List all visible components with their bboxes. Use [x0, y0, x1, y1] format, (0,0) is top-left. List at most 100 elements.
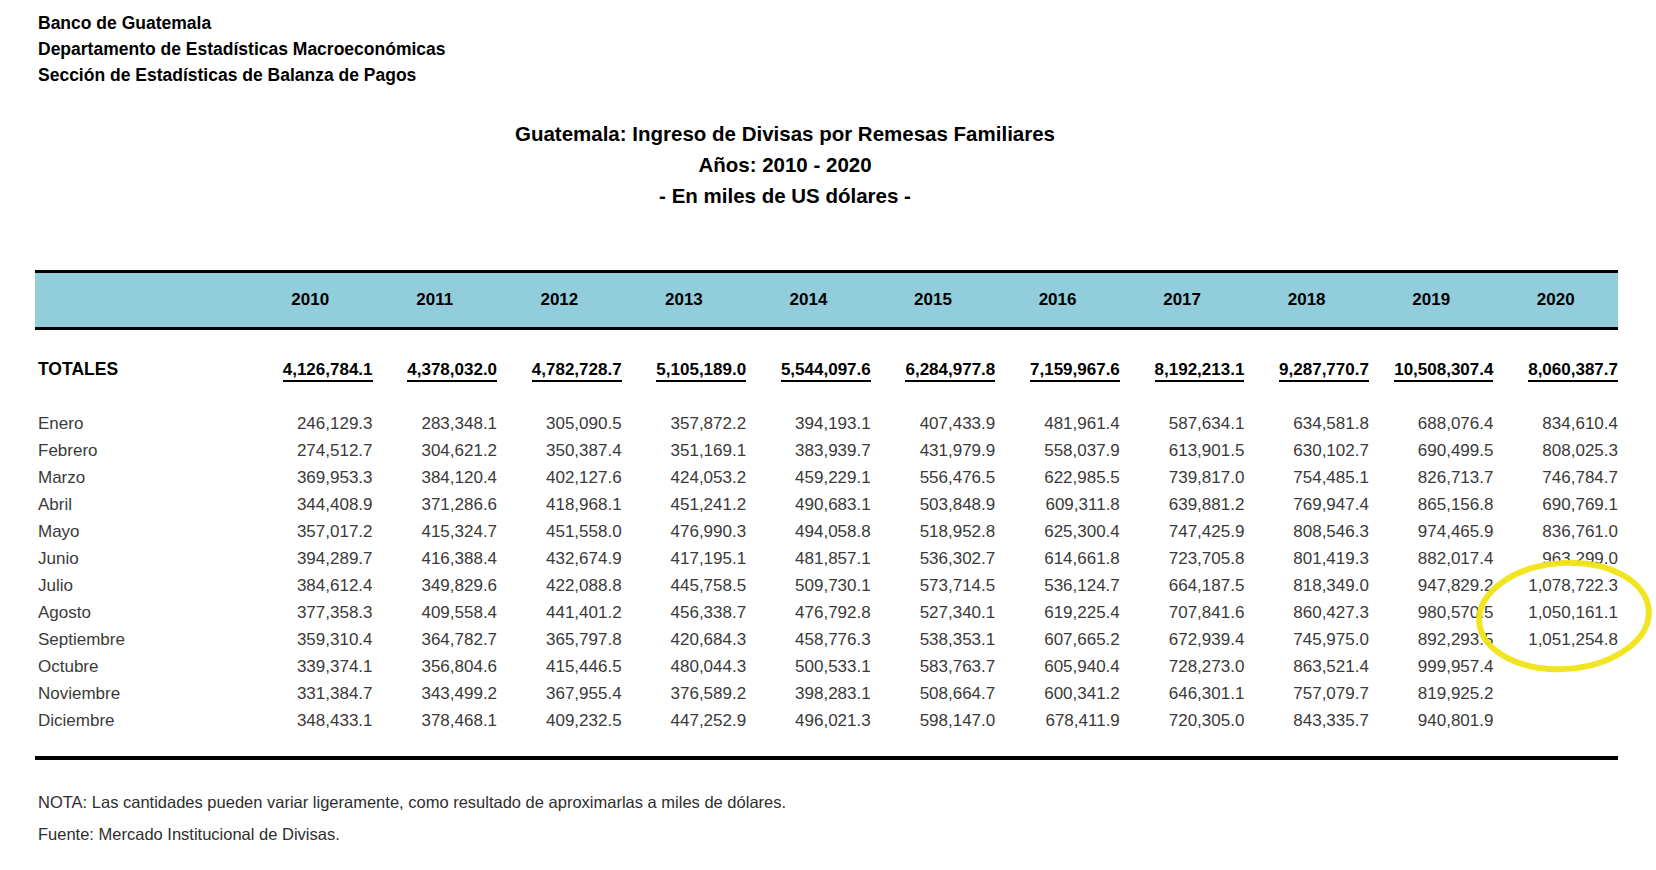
- month-value: 445,758.5: [622, 572, 747, 599]
- year-header: 2018: [1244, 290, 1369, 310]
- month-value: 609,311.8: [995, 491, 1120, 518]
- month-value: 371,286.6: [373, 491, 498, 518]
- totales-value: 8,192,213.1: [1120, 356, 1245, 383]
- month-value: 583,763.7: [871, 653, 996, 680]
- month-value: 843,335.7: [1244, 707, 1369, 734]
- table-row: Septiembre359,310.4364,782.7365,797.8420…: [35, 626, 1618, 653]
- title-line-units: - En miles de US dólares -: [0, 180, 1570, 211]
- month-value: 458,776.3: [746, 626, 871, 653]
- month-value: 451,558.0: [497, 518, 622, 545]
- month-value: 246,129.3: [248, 410, 373, 437]
- month-value: 963,299.0: [1493, 545, 1618, 572]
- table-row: Febrero274,512.7304,621.2350,387.4351,16…: [35, 437, 1618, 464]
- month-value: 607,665.2: [995, 626, 1120, 653]
- table-row: Abril344,408.9371,286.6418,968.1451,241.…: [35, 491, 1618, 518]
- month-value: 720,305.0: [1120, 707, 1245, 734]
- table-row: Octubre339,374.1356,804.6415,446.5480,04…: [35, 653, 1618, 680]
- month-value: 344,408.9: [248, 491, 373, 518]
- month-value: 558,037.9: [995, 437, 1120, 464]
- month-value: 882,017.4: [1369, 545, 1494, 572]
- totales-value-underlined: 8,060,387.7: [1528, 360, 1618, 382]
- table-row: Enero246,129.3283,348.1305,090.5357,872.…: [35, 410, 1618, 437]
- month-value: 417,195.1: [622, 545, 747, 572]
- month-value: 415,446.5: [497, 653, 622, 680]
- month-value: 402,127.6: [497, 464, 622, 491]
- totales-value: 4,378,032.0: [373, 356, 498, 383]
- month-value: 431,979.9: [871, 437, 996, 464]
- month-value: 476,990.3: [622, 518, 747, 545]
- month-value: 476,792.8: [746, 599, 871, 626]
- month-value: 481,961.4: [995, 410, 1120, 437]
- month-value: 283,348.1: [373, 410, 498, 437]
- month-value: 365,797.8: [497, 626, 622, 653]
- month-value: 527,340.1: [871, 599, 996, 626]
- table-row: Junio394,289.7416,388.4432,674.9417,195.…: [35, 545, 1618, 572]
- month-value: 863,521.4: [1244, 653, 1369, 680]
- month-value: 339,374.1: [248, 653, 373, 680]
- month-label: Diciembre: [35, 707, 248, 734]
- totales-value: 5,544,097.6: [746, 356, 871, 383]
- month-value: 974,465.9: [1369, 518, 1494, 545]
- month-value: 441,401.2: [497, 599, 622, 626]
- month-value: 538,353.1: [871, 626, 996, 653]
- month-value: 1,051,254.8: [1493, 626, 1618, 653]
- month-value: 356,804.6: [373, 653, 498, 680]
- month-value: 940,801.9: [1369, 707, 1494, 734]
- month-value: 394,193.1: [746, 410, 871, 437]
- year-header: 2015: [871, 290, 996, 310]
- month-value: 500,533.1: [746, 653, 871, 680]
- month-value: 394,289.7: [248, 545, 373, 572]
- month-value: 818,349.0: [1244, 572, 1369, 599]
- totales-value-underlined: 4,782,728.7: [532, 360, 622, 382]
- month-value: 860,427.3: [1244, 599, 1369, 626]
- month-value: 367,955.4: [497, 680, 622, 707]
- month-value: 747,425.9: [1120, 518, 1245, 545]
- month-value: 447,252.9: [622, 707, 747, 734]
- month-value: 415,324.7: [373, 518, 498, 545]
- org-line-bank: Banco de Guatemala: [38, 10, 446, 36]
- month-value: 1,078,722.3: [1493, 572, 1618, 599]
- title-line-years: Años: 2010 - 2020: [0, 149, 1570, 180]
- month-value: 614,661.8: [995, 545, 1120, 572]
- month-value: 508,664.7: [871, 680, 996, 707]
- totales-value: 7,159,967.6: [995, 356, 1120, 383]
- year-header: 2011: [373, 290, 498, 310]
- totales-value-underlined: 4,378,032.0: [407, 360, 497, 382]
- month-value: 600,341.2: [995, 680, 1120, 707]
- month-value: 598,147.0: [871, 707, 996, 734]
- org-line-department: Departamento de Estadísticas Macroeconóm…: [38, 36, 446, 62]
- month-value: 745,975.0: [1244, 626, 1369, 653]
- month-value: 364,782.7: [373, 626, 498, 653]
- totales-value: 4,782,728.7: [497, 356, 622, 383]
- month-value: 416,388.4: [373, 545, 498, 572]
- month-label: Septiembre: [35, 626, 248, 653]
- month-value: 432,674.9: [497, 545, 622, 572]
- month-label: Febrero: [35, 437, 248, 464]
- month-value: 536,124.7: [995, 572, 1120, 599]
- month-value: 664,187.5: [1120, 572, 1245, 599]
- month-value: 622,985.5: [995, 464, 1120, 491]
- month-value: 409,558.4: [373, 599, 498, 626]
- month-value: 678,411.9: [995, 707, 1120, 734]
- table-row: Mayo357,017.2415,324.7451,558.0476,990.3…: [35, 518, 1618, 545]
- note-fuente: Fuente: Mercado Institucional de Divisas…: [38, 818, 786, 850]
- month-value: 349,829.6: [373, 572, 498, 599]
- totales-value-underlined: 7,159,967.6: [1030, 360, 1120, 382]
- year-header: 2013: [622, 290, 747, 310]
- month-value: 422,088.8: [497, 572, 622, 599]
- month-value: 536,302.7: [871, 545, 996, 572]
- month-value: 350,387.4: [497, 437, 622, 464]
- month-value: 459,229.1: [746, 464, 871, 491]
- month-value: 377,358.3: [248, 599, 373, 626]
- month-value: 728,273.0: [1120, 653, 1245, 680]
- totales-value-underlined: 9,287,770.7: [1279, 360, 1369, 382]
- totales-value-underlined: 4,126,784.1: [283, 360, 373, 382]
- month-value: 688,076.4: [1369, 410, 1494, 437]
- year-header: 2017: [1120, 290, 1245, 310]
- month-value: 384,120.4: [373, 464, 498, 491]
- month-value: 357,872.2: [622, 410, 747, 437]
- year-header: 2014: [746, 290, 871, 310]
- month-value: 509,730.1: [746, 572, 871, 599]
- month-value: 634,581.8: [1244, 410, 1369, 437]
- org-header: Banco de Guatemala Departamento de Estad…: [38, 10, 446, 88]
